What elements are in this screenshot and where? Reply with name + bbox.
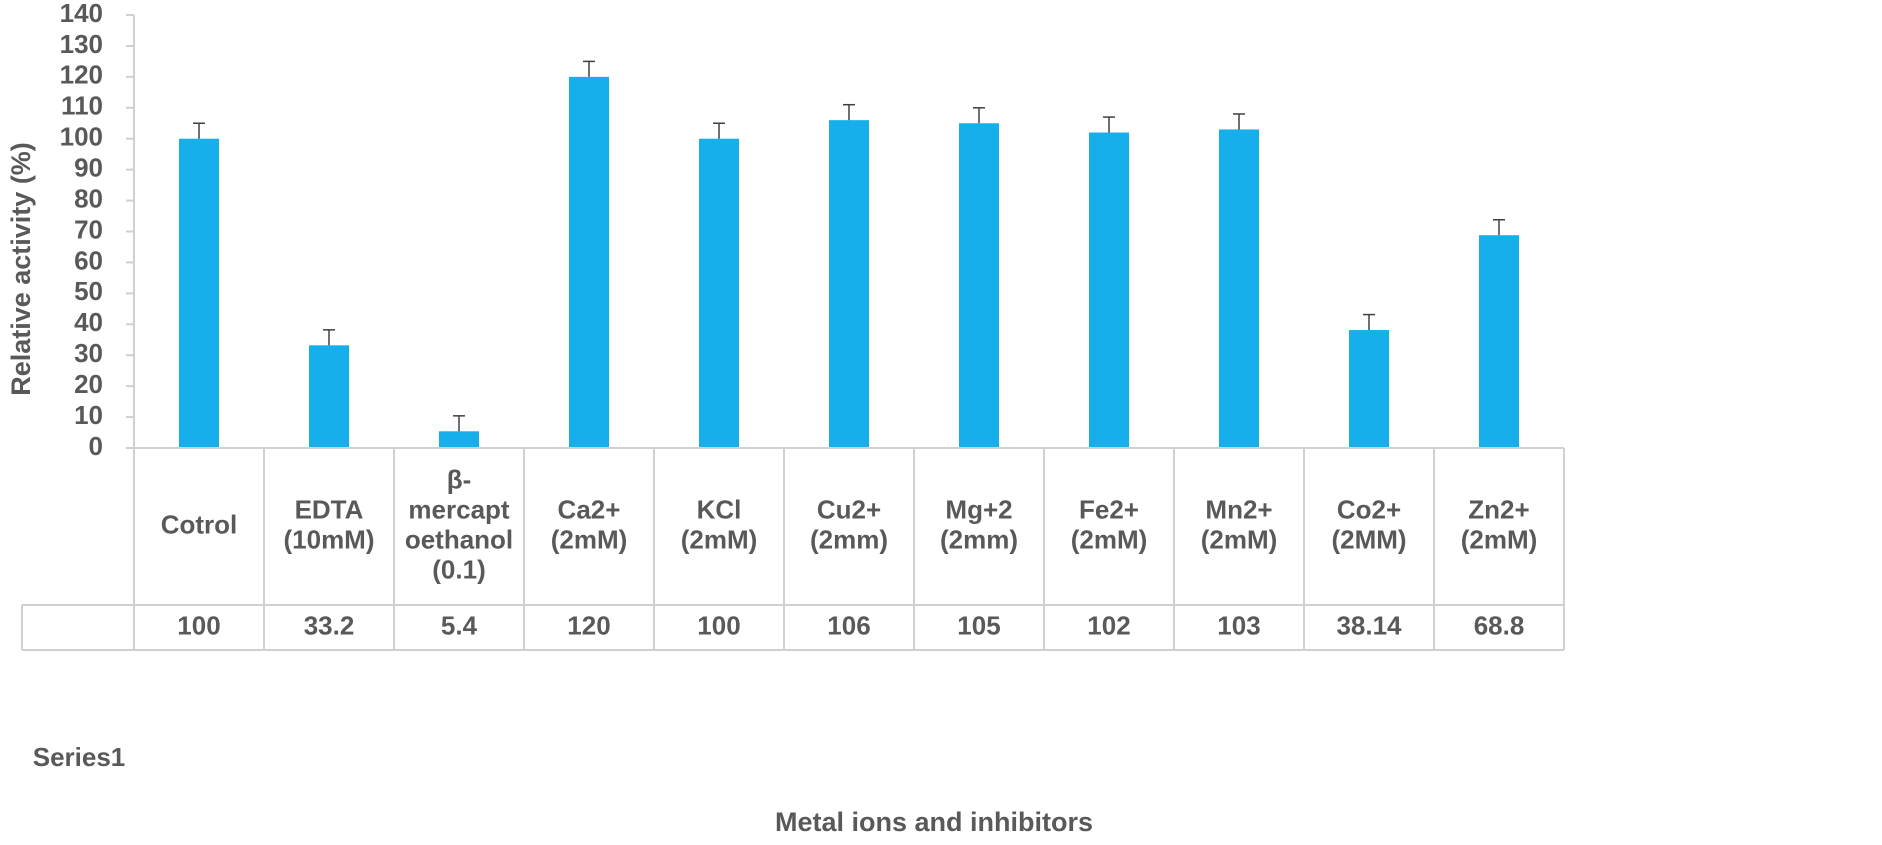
category-label-line: (2mm) xyxy=(810,524,888,554)
category-label: Fe2+ (2mM) xyxy=(1071,494,1148,554)
y-axis-title: Relative activity (%) xyxy=(6,142,36,396)
bar xyxy=(959,123,999,448)
category-label-line: (10mM) xyxy=(283,524,374,554)
table-value: 120 xyxy=(567,610,610,640)
category-label: EDTA (10mM) xyxy=(283,494,374,554)
y-tick-label: 120 xyxy=(60,60,103,90)
category-label-line: Zn2+ xyxy=(1468,494,1529,524)
data-table-grid xyxy=(21,448,1565,651)
y-tick-label: 90 xyxy=(74,153,103,183)
y-tick-label: 80 xyxy=(74,183,103,213)
y-tick-label: 20 xyxy=(74,369,103,399)
category-label-line: (2MM) xyxy=(1331,524,1406,554)
bar xyxy=(1089,132,1129,448)
table-value: 100 xyxy=(697,610,740,640)
category-label: Cu2+ (2mm) xyxy=(810,494,888,554)
table-value: 105 xyxy=(957,610,1000,640)
x-axis-title: Metal ions and inhibitors xyxy=(775,807,1093,837)
category-label-line: (2mM) xyxy=(1071,524,1148,554)
category-label-line: Mg+2 xyxy=(945,494,1012,524)
table-value: 68.8 xyxy=(1474,610,1525,640)
category-label: β-mercapt oethanol (0.1) xyxy=(405,464,513,584)
category-label: Zn2+ (2mM) xyxy=(1461,494,1538,554)
category-label: Mn2+ (2mM) xyxy=(1201,494,1278,554)
category-label-line: (2mM) xyxy=(681,524,758,554)
table-value: 5.4 xyxy=(441,610,478,640)
bar xyxy=(699,138,739,448)
error-bars xyxy=(193,60,1505,432)
bars xyxy=(179,76,1519,449)
bar xyxy=(1349,330,1389,448)
bar xyxy=(179,138,219,448)
category-label-line: Fe2+ xyxy=(1079,494,1139,524)
category-label-line: Co2+ xyxy=(1337,494,1401,524)
table-value: 102 xyxy=(1087,610,1130,640)
category-labels: Cotrol EDTA (10mM) β-mercapt oethanol (0.1) Ca… xyxy=(161,464,1538,584)
y-tick-label: 10 xyxy=(74,400,103,430)
category-label-line: (2mM) xyxy=(551,524,628,554)
y-tick-label: 100 xyxy=(60,122,103,152)
axes xyxy=(133,15,1564,449)
table-value: 106 xyxy=(827,610,870,640)
bar xyxy=(439,431,479,448)
category-label-line: mercapt xyxy=(408,494,509,524)
category-label-line: (2mM) xyxy=(1201,524,1278,554)
category-label-line: EDTA xyxy=(295,494,364,524)
category-label-line: β- xyxy=(447,464,472,494)
y-tick-label: 130 xyxy=(60,29,103,59)
category-label-line: KCl xyxy=(697,494,742,524)
series-name-label: Series1 xyxy=(33,742,126,772)
y-tick-label: 40 xyxy=(74,307,103,337)
y-tick-label: 60 xyxy=(74,245,103,275)
bar xyxy=(1219,129,1259,448)
category-label-line: Mn2+ xyxy=(1205,494,1272,524)
bar xyxy=(1479,235,1519,448)
category-label: Mg+2 (2mm) xyxy=(940,494,1018,554)
category-label-line: Ca2+ xyxy=(558,494,621,524)
category-label-line: (2mm) xyxy=(940,524,1018,554)
bar xyxy=(829,120,869,449)
category-label-line: Cu2+ xyxy=(817,494,881,524)
data-table-row: Series1 100 33.2 5.4 120 100 106 105 102 103 38.1… xyxy=(33,610,1525,772)
table-value: 38.14 xyxy=(1336,610,1402,640)
y-tick-label: 70 xyxy=(74,214,103,244)
y-tick-label: 50 xyxy=(74,276,103,306)
y-tick-label: 30 xyxy=(74,338,103,368)
table-value: 100 xyxy=(177,610,220,640)
category-label: Ca2+ (2mM) xyxy=(551,494,628,554)
bar xyxy=(309,345,349,448)
category-label-line: oethanol xyxy=(405,524,513,554)
category-label: Cotrol xyxy=(161,509,238,539)
table-value: 103 xyxy=(1217,610,1260,640)
y-tick-label: 0 xyxy=(89,431,103,461)
y-tick-label: 110 xyxy=(61,91,103,121)
table-value: 33.2 xyxy=(304,610,355,640)
category-label: KCl (2mM) xyxy=(681,494,758,554)
y-tick-label: 140 xyxy=(60,0,103,28)
category-label: Co2+ (2MM) xyxy=(1331,494,1406,554)
category-label-line: (0.1) xyxy=(432,554,485,584)
category-label-line: Cotrol xyxy=(161,509,238,539)
bar xyxy=(569,76,609,448)
category-label-line: (2mM) xyxy=(1461,524,1538,554)
